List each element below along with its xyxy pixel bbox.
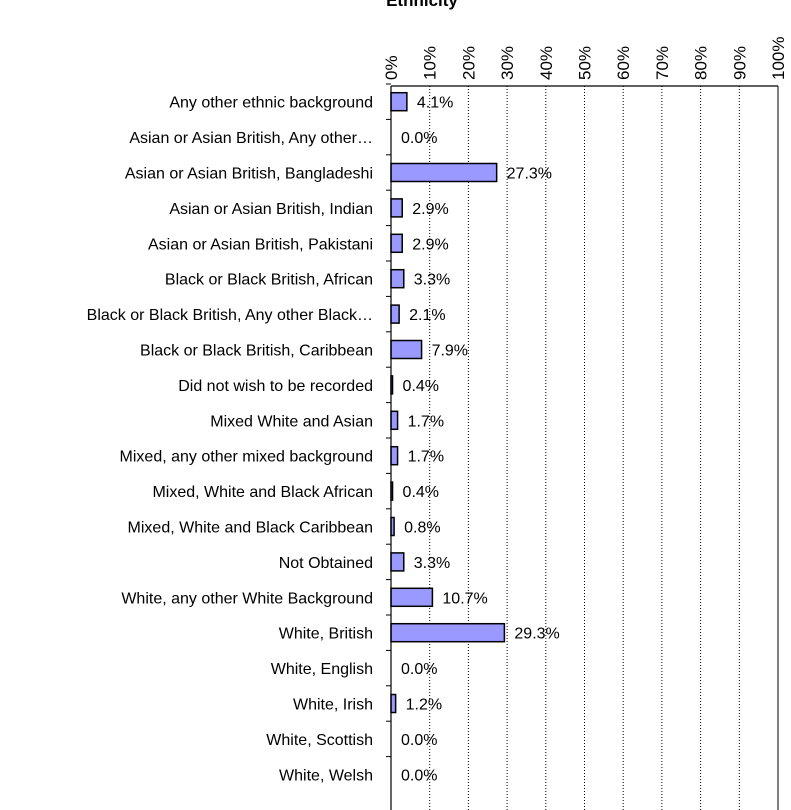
- bar: [390, 622, 506, 643]
- x-tick-label: 60%: [614, 46, 633, 80]
- bar: [390, 233, 403, 254]
- bars: [390, 91, 506, 714]
- data-label: 0.4%: [403, 484, 439, 501]
- category-label: White, any other White Background: [121, 590, 373, 607]
- category-label: White, Irish: [293, 697, 373, 714]
- category-label: White, Welsh: [279, 767, 373, 784]
- category-label: Any other ethnic background: [169, 95, 373, 112]
- data-label: 10.7%: [442, 590, 487, 607]
- bar: [390, 587, 434, 608]
- x-tick-label: 50%: [576, 46, 595, 80]
- x-tick-label: 70%: [653, 46, 672, 80]
- x-tick-label: 0%: [382, 55, 401, 80]
- x-tick-label: 90%: [730, 46, 749, 80]
- bar: [390, 339, 423, 360]
- x-tick-label: 80%: [692, 46, 711, 80]
- category-label: Did not wish to be recorded: [178, 378, 373, 395]
- data-label: 2.1%: [409, 307, 445, 324]
- bar: [390, 693, 397, 714]
- x-tick-label: 40%: [537, 46, 556, 80]
- data-label: 0.4%: [403, 378, 439, 395]
- bar: [390, 445, 399, 466]
- category-label: Asian or Asian British, Indian: [169, 201, 373, 218]
- data-label: 3.3%: [414, 272, 450, 289]
- category-label: White, British: [279, 626, 373, 643]
- category-label: Not Obtained: [279, 555, 373, 572]
- category-label: Mixed, White and Black African: [152, 484, 373, 501]
- data-label: 2.9%: [412, 201, 448, 218]
- bar: [390, 198, 403, 218]
- data-label: 0.0%: [401, 130, 437, 147]
- data-label: 29.3%: [514, 626, 559, 643]
- data-label: 3.3%: [414, 555, 450, 572]
- data-label: 4.1%: [417, 95, 453, 112]
- bar: [390, 552, 405, 572]
- bar: [390, 91, 408, 112]
- category-label: Asian or Asian British, Any other…: [129, 130, 373, 147]
- category-label: Black or Black British, Any other Black…: [87, 307, 373, 324]
- bar: [390, 162, 498, 183]
- category-label: Asian or Asian British, Bangladeshi: [125, 166, 373, 183]
- gridlines: [429, 86, 779, 810]
- data-label: 0.0%: [401, 661, 437, 678]
- data-label: 1.7%: [408, 413, 444, 430]
- data-label: 1.2%: [406, 697, 442, 714]
- data-label: 2.9%: [412, 236, 448, 253]
- data-label: 0.0%: [401, 767, 437, 784]
- data-label: 27.3%: [507, 166, 552, 183]
- labels: 0% 10% 20% 30% 40% 50% 60% 70% 80% 90% 100% Any oth…: [87, 37, 788, 785]
- category-label: White, English: [271, 661, 373, 678]
- bar: [390, 304, 400, 324]
- data-label: 7.9%: [432, 343, 468, 360]
- axes: [386, 83, 778, 810]
- x-tick-label: 100%: [769, 37, 788, 80]
- category-label: Mixed, White and Black Caribbean: [128, 520, 373, 537]
- data-label: 0.0%: [401, 732, 437, 749]
- data-label: 0.8%: [404, 520, 440, 537]
- category-label: Black or Black British, African: [165, 272, 373, 289]
- category-label: Mixed White and Asian: [210, 413, 373, 430]
- x-tick-label: 20%: [459, 46, 478, 80]
- bar: [390, 410, 399, 431]
- chart-title: Ethnicity: [386, 0, 458, 10]
- category-label: Mixed, any other mixed background: [120, 449, 373, 466]
- category-label: Asian or Asian British, Pakistani: [148, 236, 373, 253]
- category-label: Black or Black British, Caribbean: [140, 343, 373, 360]
- bar: [390, 268, 405, 289]
- data-label: 1.7%: [408, 449, 444, 466]
- x-tick-label: 10%: [421, 46, 440, 80]
- category-label: White, Scottish: [266, 732, 373, 749]
- x-tick-label: 30%: [498, 46, 517, 80]
